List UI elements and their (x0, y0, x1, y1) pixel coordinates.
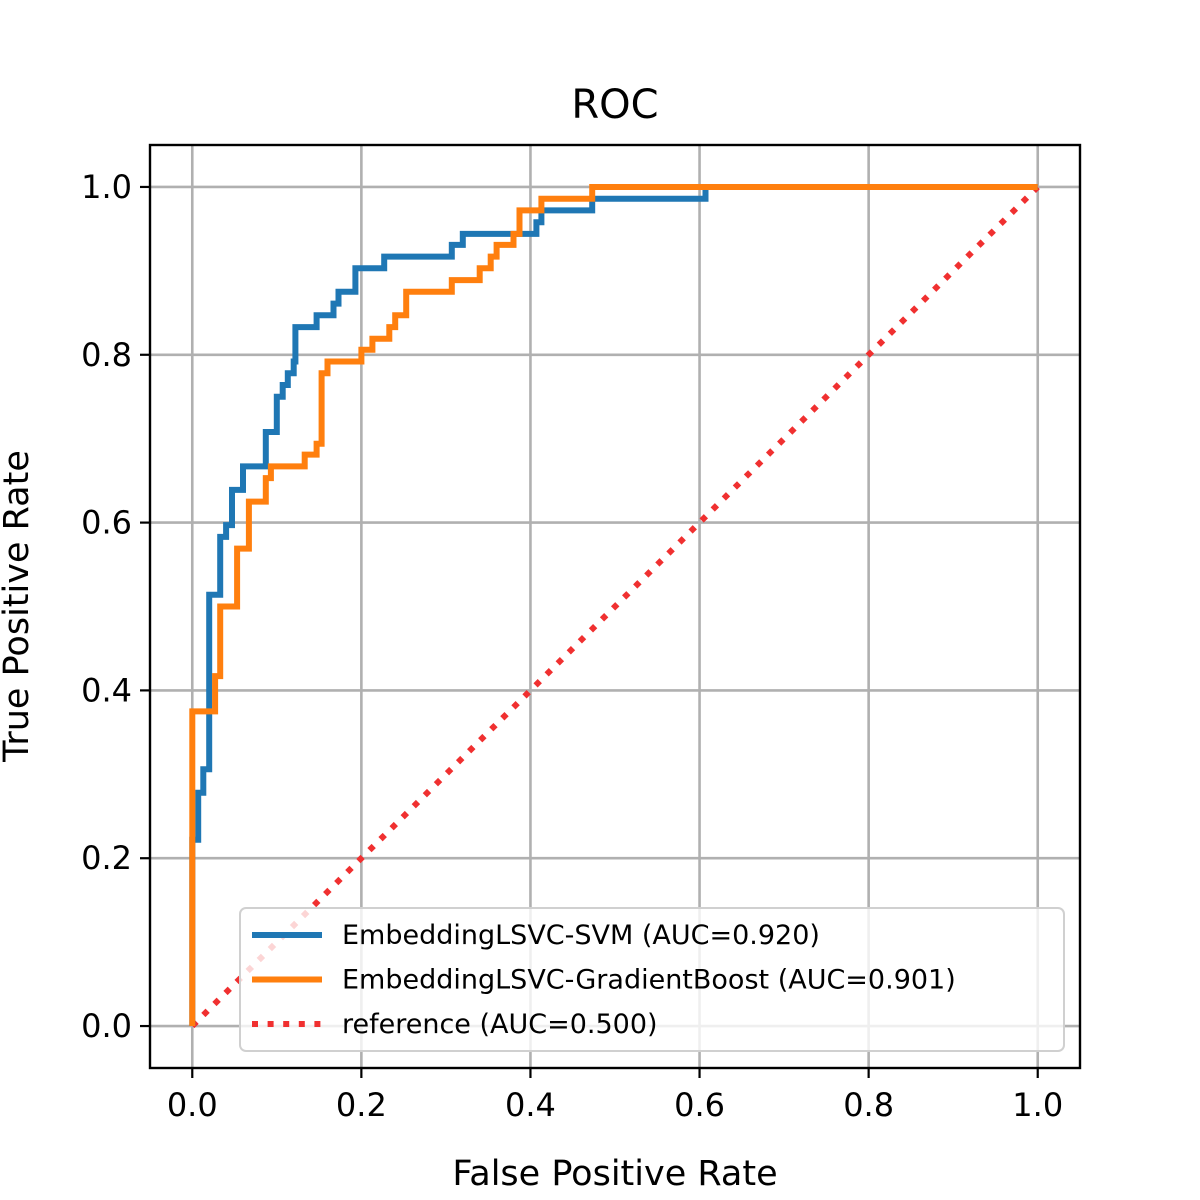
legend-box (239, 907, 1065, 1052)
grid-lines (150, 145, 1080, 1068)
legend-entry-label: EmbeddingLSVC-GradientBoost (AUC=0.901) (342, 965, 956, 996)
y-tick-label: 0.6 (81, 504, 132, 542)
y-tick-label: 0.2 (81, 839, 132, 877)
x-tick-label: 0.4 (505, 1086, 556, 1124)
series-line-2 (190, 184, 1040, 1029)
y-axis-label: True Positive Rate (0, 450, 37, 763)
y-tick-label: 1.0 (81, 168, 132, 206)
x-tick-label: 0.8 (843, 1086, 894, 1124)
x-tick-label: 0.6 (674, 1086, 725, 1124)
y-tick-label: 0.0 (81, 1007, 132, 1045)
series-layer (189, 184, 1040, 1029)
plot-frame (148, 143, 1082, 1070)
series-line-1 (189, 184, 1038, 1026)
chart-title: ROC (571, 82, 658, 128)
x-axis-label: False Positive Rate (452, 1154, 777, 1194)
legend: EmbeddingLSVC-SVM (AUC=0.920) EmbeddingLS… (239, 907, 1065, 1052)
y-tick-label: 0.4 (81, 671, 132, 709)
legend-entry-label: EmbeddingLSVC-SVM (AUC=0.920) (342, 920, 820, 951)
x-axis: 0.0 0.2 0.4 0.6 0.8 1.0 (167, 1068, 1063, 1124)
x-tick-label: 0.2 (336, 1086, 387, 1124)
y-axis: 0.0 0.2 0.4 0.6 0.8 1.0 (81, 168, 150, 1045)
x-tick-label: 1.0 (1012, 1086, 1063, 1124)
y-tick-label: 0.8 (81, 336, 132, 374)
legend-entry-label: reference (AUC=0.500) (342, 1009, 658, 1040)
x-tick-label: 0.0 (167, 1086, 218, 1124)
